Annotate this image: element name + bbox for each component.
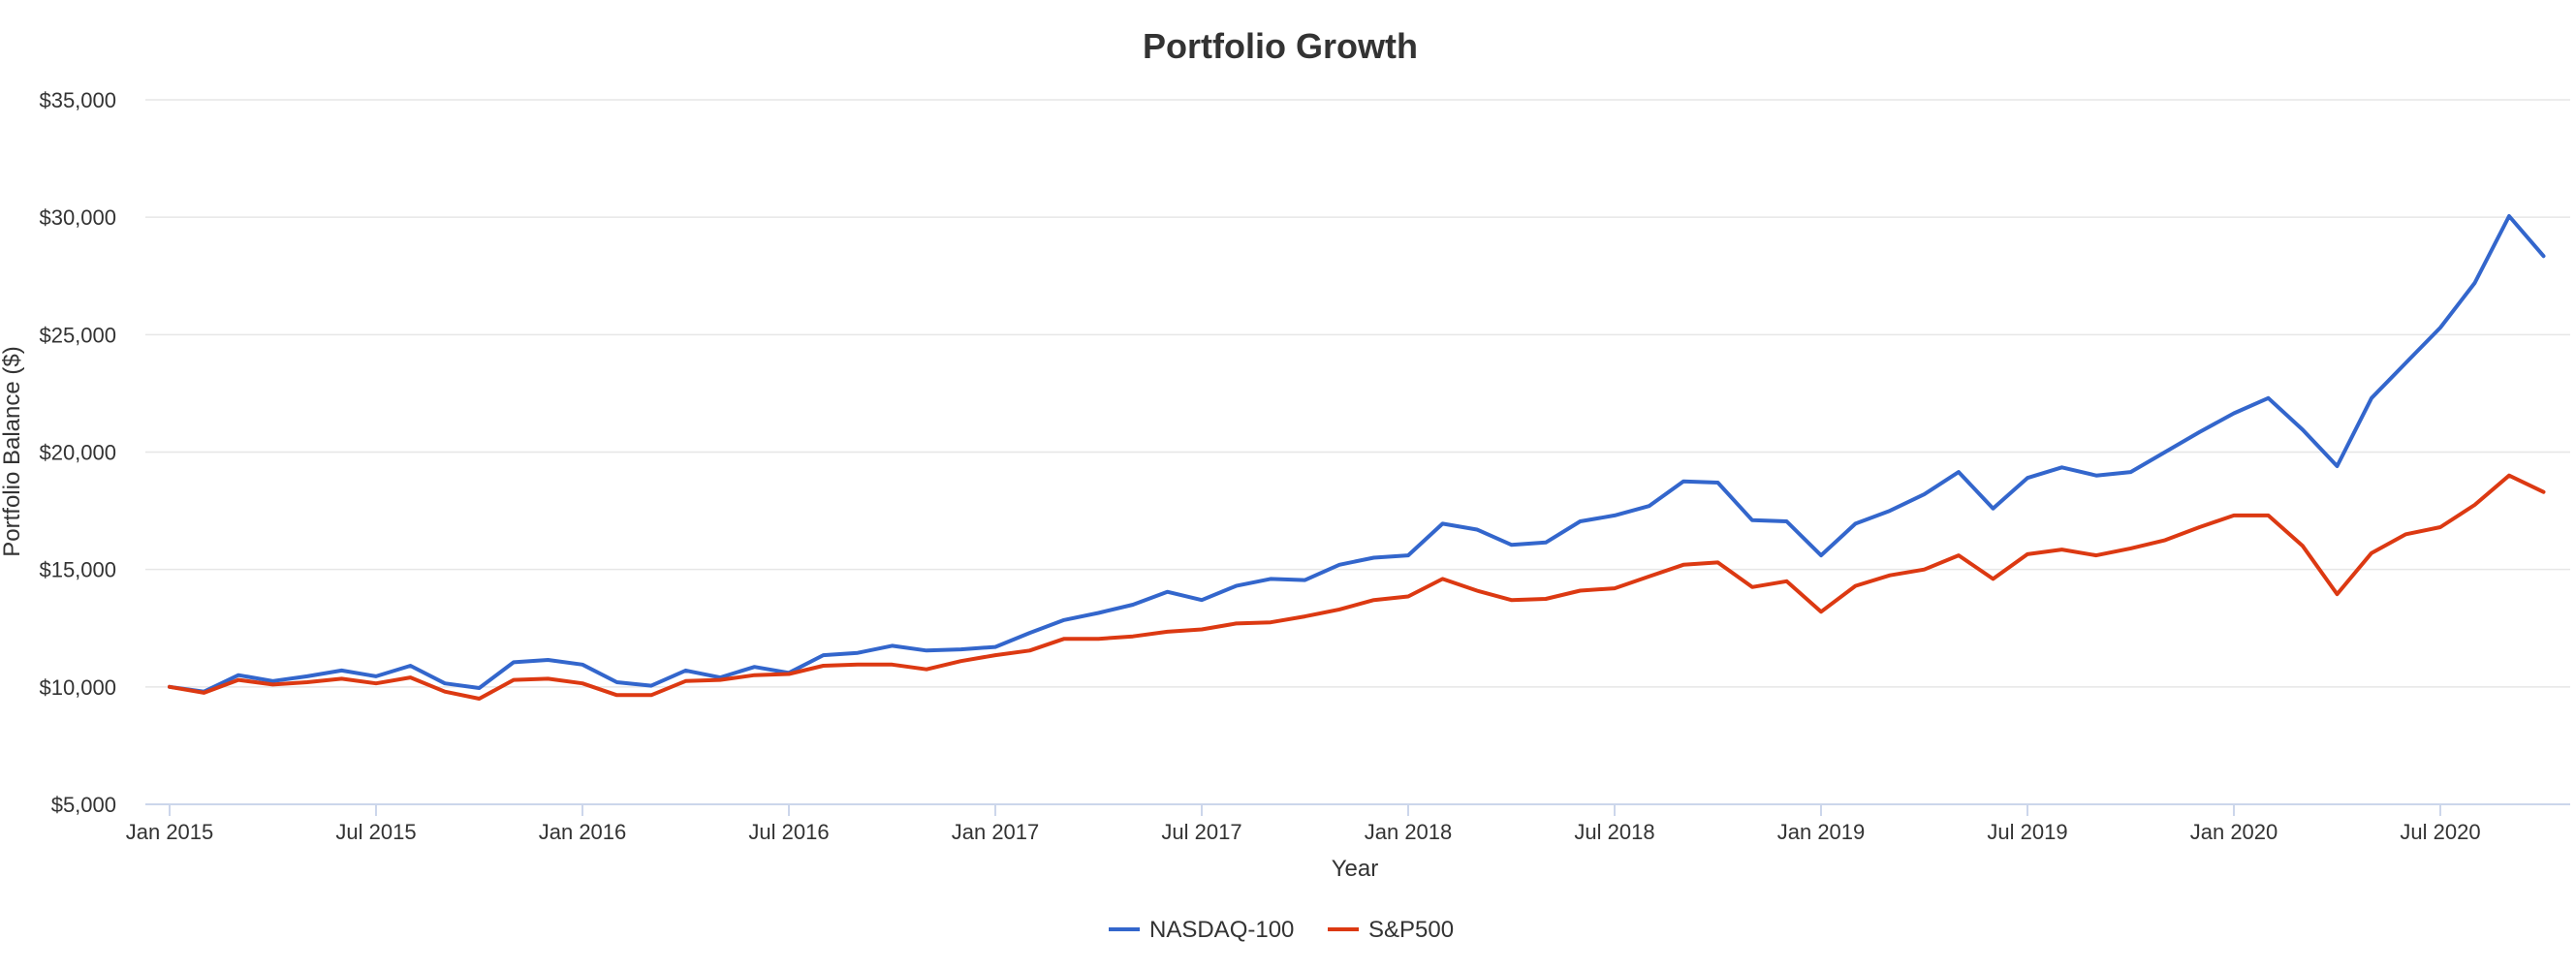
x-tick-label: Jan 2018: [1365, 820, 1453, 844]
chart-title: Portfolio Growth: [1143, 26, 1418, 66]
x-tick-label: Jan 2019: [1777, 820, 1866, 844]
x-tick-label: Jan 2017: [952, 820, 1040, 844]
legend-item-nasdaq-100[interactable]: NASDAQ-100: [1109, 917, 1294, 943]
x-tick-label: Jan 2020: [2190, 820, 2278, 844]
x-axis-ticks: Jan 2015 Jul 2015 Jan 2016 Jul 2016 Jan 2017…: [126, 804, 2481, 844]
x-tick-label: Jul 2015: [335, 820, 416, 844]
series-line-nasdaq-100: [168, 214, 2546, 694]
series-line-s-p500: [168, 473, 2546, 701]
legend-item-s-p500[interactable]: S&P500: [1328, 917, 1454, 943]
x-tick-label: Jul 2018: [1574, 820, 1654, 844]
legend: NASDAQ-100 S&P500: [1109, 917, 1454, 943]
legend-label: S&P500: [1368, 917, 1454, 943]
y-axis-ticks: $5,000 $10,000 $15,000 $20,000 $25,000 $30,00…: [39, 88, 116, 817]
x-axis-label: Year: [1332, 856, 1379, 882]
y-tick-label: $25,000: [39, 323, 116, 347]
series-lines: [168, 214, 2546, 701]
x-tick-label: Jan 2016: [539, 820, 627, 844]
gridlines: [145, 99, 2570, 688]
legend-label: NASDAQ-100: [1149, 917, 1294, 943]
y-tick-label: $10,000: [39, 675, 116, 700]
y-tick-label: $35,000: [39, 88, 116, 112]
x-tick-label: Jul 2019: [1987, 820, 2067, 844]
y-tick-label: $15,000: [39, 558, 116, 582]
x-tick-label: Jul 2017: [1161, 820, 1241, 844]
y-tick-label: $5,000: [51, 793, 116, 817]
x-tick-label: Jan 2015: [126, 820, 214, 844]
y-tick-label: $20,000: [39, 441, 116, 465]
y-tick-label: $30,000: [39, 205, 116, 230]
x-tick-label: Jul 2016: [748, 820, 829, 844]
x-tick-label: Jul 2020: [2400, 820, 2480, 844]
y-axis-label: Portfolio Balance ($): [0, 346, 25, 556]
